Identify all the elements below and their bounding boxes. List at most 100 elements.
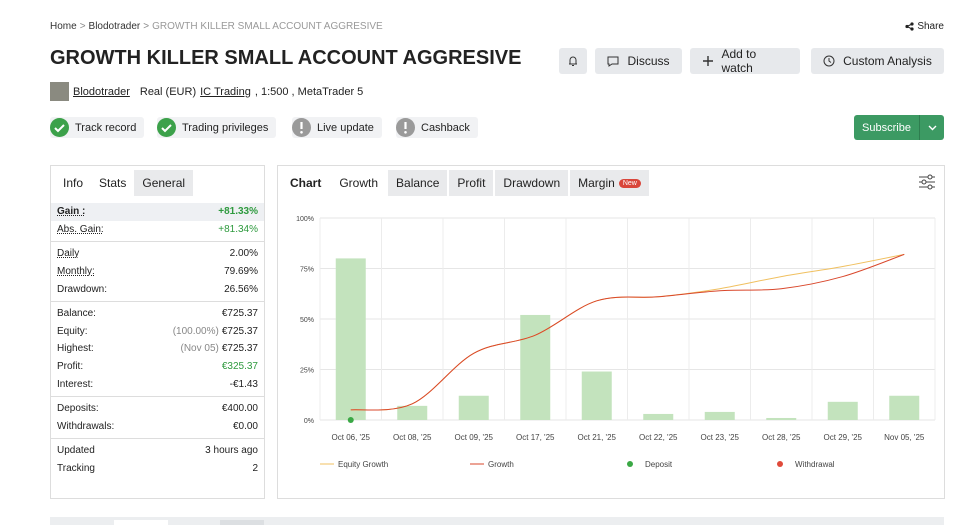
action-button[interactable]: Custom Analysis	[811, 48, 944, 74]
legend-swatch	[627, 461, 633, 467]
stats-value-wrap: €325.37	[222, 361, 258, 372]
stats-row: Daily 2.00%	[51, 245, 264, 263]
status-badge: Live update	[292, 117, 382, 138]
stats-row: Drawdown: 26.56%	[51, 280, 264, 298]
stats-label: Profit:	[57, 361, 84, 373]
info-tabs: Info Stats General	[51, 166, 264, 200]
stats-label: Tracking	[57, 463, 95, 475]
event-point	[347, 417, 354, 423]
stats-row: Interest: -€1.43	[51, 375, 264, 393]
stats-value-wrap: 3 hours ago	[205, 445, 258, 456]
account-broker[interactable]: IC Trading	[200, 85, 251, 98]
chart-tab-label: Balance	[396, 176, 440, 190]
account-user[interactable]: Blodotrader	[73, 85, 130, 98]
stats-group: Gain : +81.33% Abs. Gain: +81.34%	[51, 200, 264, 243]
stats-value-wrap: 26.56%	[224, 284, 258, 295]
stats-label: Monthly:	[57, 266, 95, 278]
alert-button[interactable]	[559, 48, 587, 74]
x-tick-label: Oct 28, '25	[762, 433, 801, 442]
stats-value: €0.00	[232, 420, 258, 432]
info-tab[interactable]: Info	[55, 170, 92, 196]
stats-value-wrap: 2	[252, 463, 258, 474]
breadcrumb-item[interactable]: Blodotrader	[88, 21, 141, 32]
stats-group: Updated 3 hours ago Tracking 2	[51, 439, 264, 480]
subscribe-label: Subscribe	[862, 121, 911, 134]
share-button[interactable]: Share	[905, 21, 944, 32]
stats-value-wrap: +81.34%	[218, 224, 258, 235]
x-tick-label: Oct 22, '25	[639, 433, 678, 442]
stats-row: Withdrawals: €0.00	[51, 418, 264, 436]
badge-label: Track record	[75, 121, 137, 134]
stats-row: Balance: €725.37	[51, 305, 264, 323]
bar	[766, 417, 797, 420]
x-tick-label: Nov 05, '25	[884, 433, 925, 442]
stats-value: 79.69%	[224, 266, 258, 278]
stats-label: Highest:	[57, 343, 94, 355]
bar	[827, 401, 858, 420]
breadcrumb-item: GROWTH KILLER SMALL ACCOUNT AGGRESIVE	[152, 21, 383, 32]
status-badge: Trading privileges	[157, 117, 277, 138]
action-button[interactable]: Discuss	[595, 48, 682, 74]
stats-value: +81.33%	[218, 206, 258, 218]
growth-line	[350, 253, 905, 411]
stats-group: Daily 2.00% Monthly: 79.69% Drawdown: 26.56%	[51, 242, 264, 302]
action-button[interactable]: Add to watch	[690, 47, 800, 75]
stats-note: (Nov 05)	[180, 343, 219, 355]
stats-value-wrap: €400.00	[222, 403, 258, 414]
stats-label: Deposits:	[57, 403, 99, 415]
chart-tab[interactable]: Chart	[282, 170, 330, 196]
stats-value: €725.37	[221, 308, 258, 320]
stats-value-wrap: -€1.43	[230, 379, 258, 390]
stats-label: Gain :	[57, 206, 86, 218]
stats-row: Abs. Gain: +81.34%	[51, 221, 264, 239]
status-icon	[396, 118, 415, 137]
stats-row: Updated 3 hours ago	[51, 442, 264, 460]
chart-tab-label: Growth	[339, 176, 379, 190]
stats-value: 2.00%	[229, 248, 258, 260]
chart-tab-label: Margin	[578, 176, 615, 190]
stats-value-wrap: 2.00%	[230, 248, 258, 259]
chart-tab[interactable]: Profit	[449, 170, 494, 196]
legend-label: Deposit	[645, 460, 673, 469]
y-tick-label: 100%	[296, 216, 314, 223]
stats-value: €725.37	[221, 325, 258, 337]
stats-label: Drawdown:	[57, 283, 108, 295]
subscribe-button[interactable]: Subscribe	[854, 115, 944, 140]
stats-value: -€1.43	[229, 378, 258, 390]
x-tick-label: Oct 29, '25	[824, 433, 863, 442]
legend-swatch	[777, 461, 783, 467]
button-label: Add to watch	[721, 47, 757, 75]
stats-group: Deposits: €400.00 Withdrawals: €0.00	[51, 397, 264, 440]
chart-tab[interactable]: Balance	[388, 170, 448, 196]
status-badge: Cashback	[396, 117, 478, 138]
stats-label: Updated	[57, 445, 95, 457]
avatar	[50, 82, 69, 101]
status-badge: Track record	[50, 117, 145, 138]
bar	[643, 413, 674, 420]
chart-tab[interactable]: Growth	[331, 170, 387, 196]
chart-tab-label: Drawdown	[503, 176, 561, 190]
bar	[335, 258, 366, 420]
settings-icon[interactable]	[918, 174, 936, 190]
button-label: Custom Analysis	[843, 54, 932, 68]
subscribe-dropdown[interactable]	[919, 115, 944, 140]
breadcrumb-item[interactable]: Home	[50, 21, 77, 32]
stats-value-wrap: €0.00	[233, 421, 258, 432]
stats-value: €325.37	[221, 361, 258, 373]
stats-value: 26.56%	[224, 283, 258, 295]
info-tab[interactable]: Stats	[91, 170, 135, 196]
stats-group: Balance: €725.37 Equity: (100.00%) €725.37 Hi…	[51, 302, 264, 397]
chart-tab[interactable]: Margin New	[570, 170, 649, 196]
chart-tabs: Chart Growth Balance Profit Drawdown Margin Ne…	[278, 166, 944, 200]
chart-tab-label: Chart	[290, 176, 322, 190]
info-tab[interactable]: General	[134, 170, 194, 196]
bar	[581, 371, 612, 420]
new-badge: New	[618, 178, 641, 188]
share-icon	[905, 22, 914, 31]
status-icon	[292, 118, 311, 137]
stats-row: Deposits: €400.00	[51, 400, 264, 418]
x-tick-label: Oct 23, '25	[701, 433, 740, 442]
x-tick-label: Oct 06, '25	[332, 433, 371, 442]
chart-tab[interactable]: Drawdown	[495, 170, 569, 196]
